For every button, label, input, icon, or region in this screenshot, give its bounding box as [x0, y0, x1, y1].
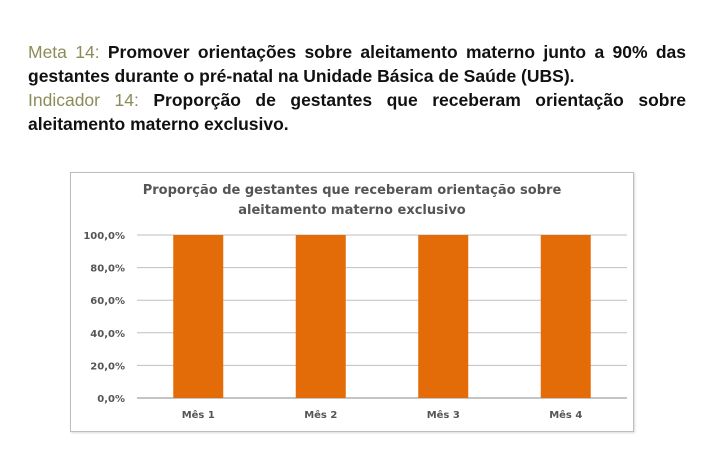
y-tick-label: 60,0% — [90, 296, 125, 307]
indicator-paragraph: Indicador 14: Proporção de gestantes que… — [28, 88, 686, 136]
x-category-label: Mês 4 — [549, 409, 582, 421]
indicator-label: Indicador 14: — [28, 90, 139, 110]
meta-body: Promover orientações sobre aleitamento m… — [28, 42, 686, 86]
indicator-body: Proporção de gestantes que receberam ori… — [28, 90, 686, 134]
x-category-label: Mês 3 — [427, 409, 460, 421]
meta-label: Meta 14: — [28, 42, 100, 62]
chart-container: Proporção de gestantes que receberam ori… — [70, 172, 634, 432]
chart-title-line-2: aleitamento materno exclusivo — [238, 203, 466, 218]
bar — [173, 235, 224, 398]
y-tick-label: 40,0% — [90, 329, 125, 340]
bar — [418, 235, 469, 398]
y-tick-label: 80,0% — [90, 264, 125, 275]
y-tick-label: 100,0% — [83, 231, 125, 242]
meta-paragraph: Meta 14: Promover orientações sobre alei… — [28, 40, 686, 88]
x-category-label: Mês 2 — [304, 409, 337, 421]
y-tick-label: 20,0% — [90, 361, 125, 372]
bar-chart: 0,0% 20,0% 40,0% 60,0% 80,0% 100,0% Mês 1 Mês 2… — [83, 231, 627, 421]
chart-title-line-1: Proporção de gestantes que receberam ori… — [142, 183, 562, 198]
text-block: Meta 14: Promover orientações sobre alei… — [28, 40, 686, 136]
bar — [295, 235, 346, 398]
x-category-label: Mês 1 — [182, 409, 215, 421]
bar — [540, 235, 591, 398]
y-tick-label: 0,0% — [97, 394, 125, 405]
chart-title: Proporção de gestantes que receberam ori… — [71, 181, 633, 221]
